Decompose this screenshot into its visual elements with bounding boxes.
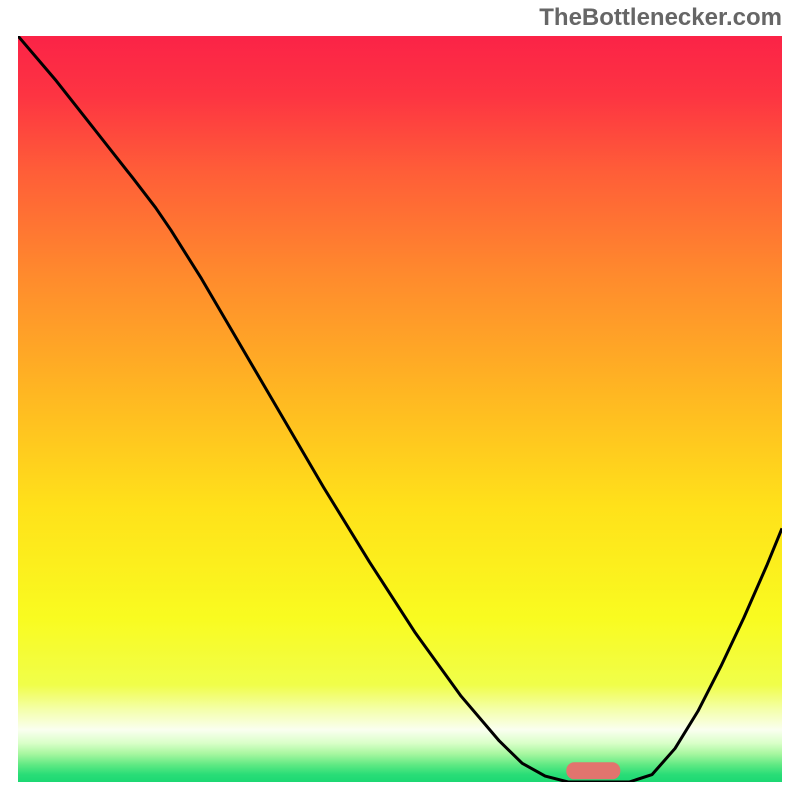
- watermark-text: TheBottlenecker.com: [539, 4, 782, 32]
- chart-svg: [18, 36, 782, 782]
- chart-gradient-background: [18, 36, 782, 782]
- chart-plot-area: [18, 36, 782, 782]
- optimal-range-marker: [566, 762, 620, 779]
